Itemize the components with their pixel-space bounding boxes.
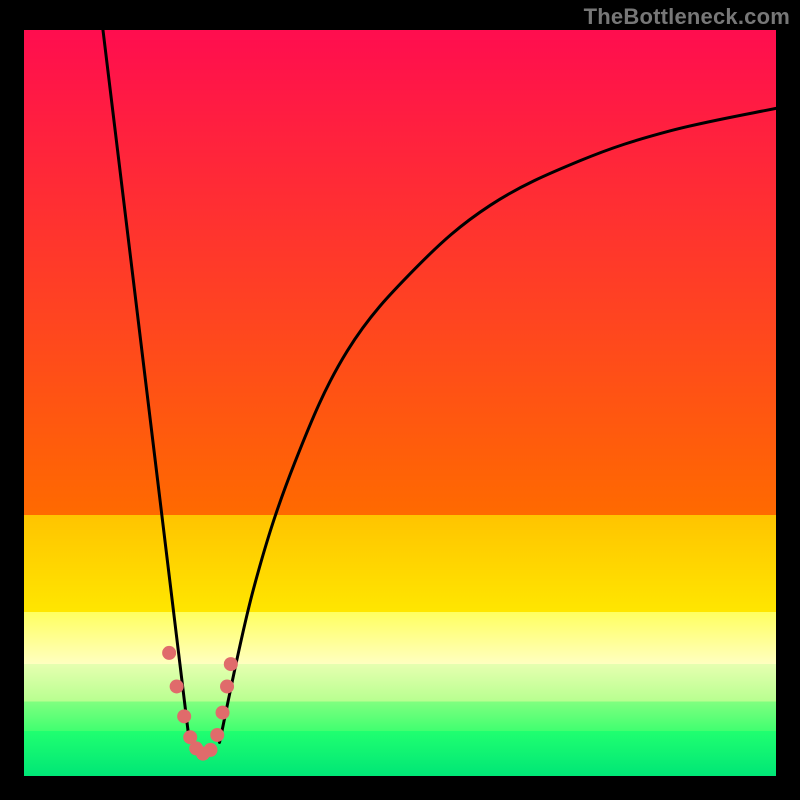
watermark-label: TheBottleneck.com — [584, 4, 790, 30]
bottleneck-chart — [0, 0, 800, 800]
chart-container: TheBottleneck.com — [0, 0, 800, 800]
